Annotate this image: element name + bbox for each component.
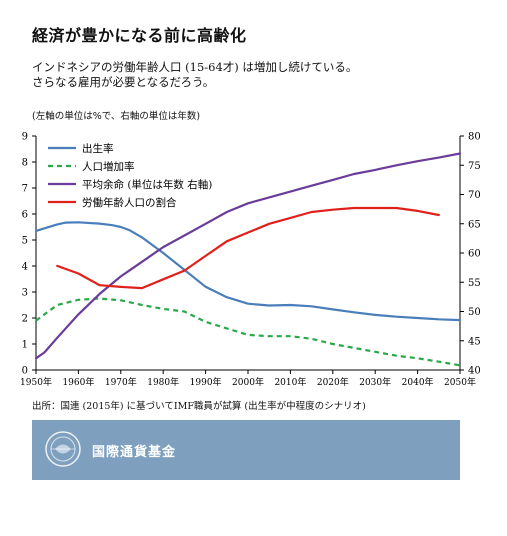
- y-left-tick-label: 7: [22, 184, 28, 195]
- y-right-tick-label: 55: [468, 278, 481, 289]
- x-tick-label: 1950年: [20, 376, 52, 388]
- legend-label-2: 平均余命 (単位は年数 右軸): [82, 178, 212, 191]
- legend-label-0: 出生率: [82, 142, 114, 155]
- series-line-3: [56, 206, 440, 290]
- legend-label-3: 労働年齢人口の割合: [82, 196, 177, 209]
- y-left-tick-label: 5: [22, 236, 28, 247]
- x-tick-label: 2010年: [274, 376, 306, 388]
- org-name: 国際通貨基金: [92, 445, 177, 460]
- y-left-tick-label: 3: [22, 288, 28, 299]
- imf-seal-icon: [45, 431, 81, 467]
- page-title: 経済が豊かになる前に高齢化: [32, 26, 247, 45]
- y-right-tick-label: 75: [468, 161, 481, 172]
- y-left-tick-label: 0: [22, 366, 28, 377]
- y-right-tick-label: 65: [468, 219, 481, 230]
- x-tick-label: 2040年: [402, 376, 434, 388]
- y-right-tick-label: 50: [468, 307, 481, 318]
- y-left-tick-label: 6: [22, 210, 28, 221]
- axis-units-note: (左軸の単位は%で、右軸の単位は年数): [32, 111, 201, 122]
- source-note: 出所：国連 (2015年) に基づいてIMF職員が試算 (出生率が中程度のシナリ…: [32, 401, 366, 412]
- series-line-1: [35, 297, 461, 367]
- y-left-tick-label: 8: [22, 158, 28, 169]
- subtitle: インドネシアの労働年齢人口 (15-64才) は増加し続けている。 さらなる雇用…: [32, 60, 357, 90]
- subtitle-line-2: さらなる雇用が必要となるだろう。: [32, 75, 215, 89]
- subtitle-line-1: インドネシアの労働年齢人口 (15-64才) は増加し続けている。: [32, 60, 358, 74]
- series-line-2: [34, 152, 462, 360]
- chart-series-lines: [34, 152, 462, 367]
- y-right-tick-label: 60: [468, 249, 481, 260]
- y-left-tick-label: 9: [22, 132, 28, 143]
- x-tick-label: 1960年: [62, 376, 94, 388]
- y-right-tick-label: 45: [468, 336, 481, 347]
- x-tick-label: 1980年: [147, 376, 179, 388]
- x-tick-label: 1970年: [105, 376, 137, 388]
- y-left-tick-label: 2: [22, 314, 28, 325]
- x-tick-label: 2000年: [232, 376, 264, 388]
- x-tick-label: 2030年: [359, 376, 391, 388]
- x-tick-label: 1990年: [190, 376, 222, 388]
- y-right-tick-label: 40: [468, 366, 481, 377]
- y-right-tick-label: 80: [468, 132, 481, 143]
- series-line-0: [34, 221, 462, 322]
- y-right-tick-label: 70: [468, 190, 481, 201]
- footer-banner: 国際通貨基金: [32, 420, 460, 480]
- y-left-tick-label: 4: [22, 262, 28, 273]
- y-left-tick-label: 1: [22, 340, 28, 351]
- x-tick-label: 2050年: [444, 376, 476, 388]
- legend-label-1: 人口増加率: [82, 160, 135, 173]
- x-tick-label: 2020年: [317, 376, 349, 388]
